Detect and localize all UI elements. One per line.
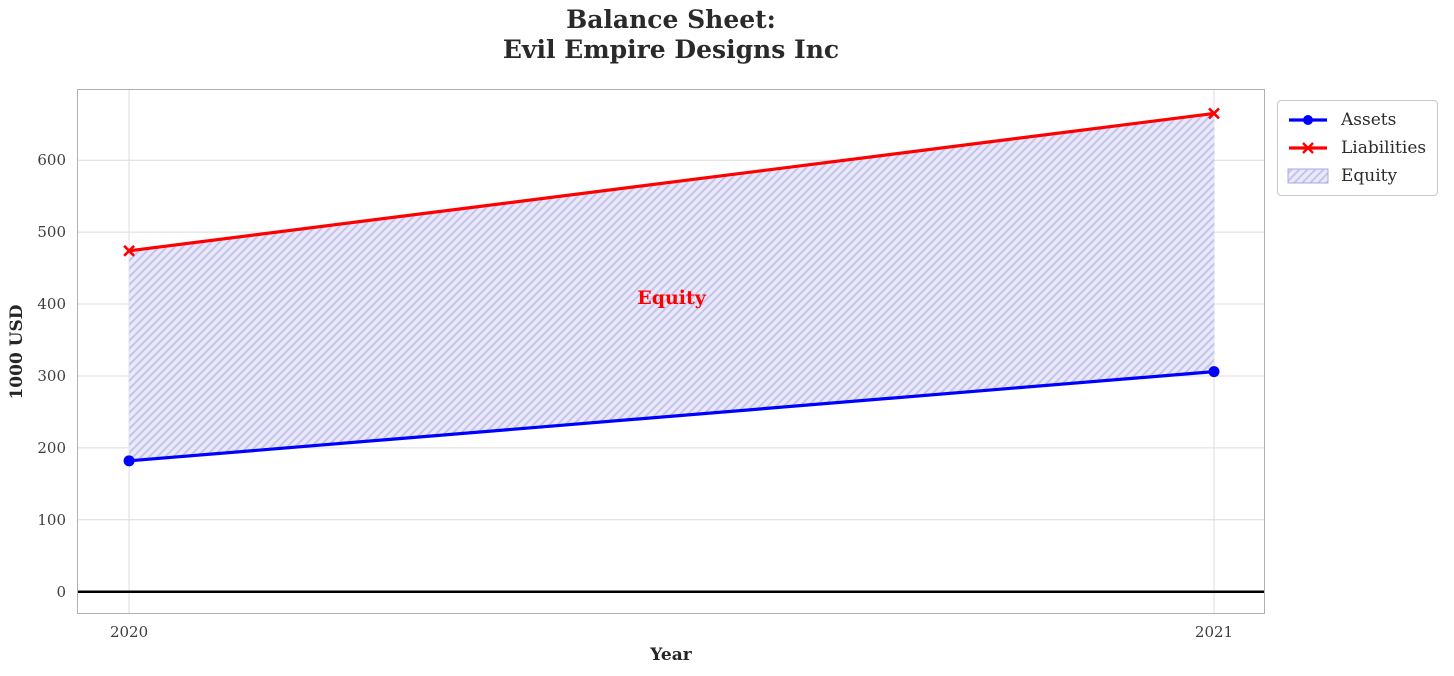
- liabilities-marker: [1208, 107, 1220, 120]
- legend-sample-assets-line-icon: [1289, 115, 1327, 125]
- x-axis-label: Year: [650, 645, 692, 665]
- y-tick-label: 300: [37, 366, 66, 385]
- plot-frame: [77, 89, 1265, 614]
- legend: Assets Liabilities Equity: [1277, 100, 1439, 196]
- liabilities-marker: [123, 244, 135, 257]
- assets-line: [128, 370, 1215, 463]
- plot-svg: [77, 89, 1265, 614]
- legend-item-assets: Assets: [1287, 108, 1426, 132]
- x-tick-label: 2020: [109, 623, 149, 641]
- x-tick-label: 2021: [1194, 623, 1234, 641]
- legend-sample-liabilities-line-icon: [1289, 142, 1327, 154]
- y-tick-label: 400: [37, 295, 66, 314]
- assets-marker: [1208, 366, 1220, 378]
- y-tick-label: 0: [56, 582, 66, 601]
- chart-title-line-1: Balance Sheet:: [566, 5, 776, 34]
- liabilities-line: [128, 111, 1215, 253]
- chart-title: Balance Sheet: Evil Empire Designs Inc: [77, 5, 1265, 65]
- legend-label: Equity: [1341, 166, 1398, 186]
- equity-annotation: Equity: [637, 287, 706, 310]
- legend-item-equity: Equity: [1287, 164, 1426, 188]
- legend-label: Liabilities: [1341, 138, 1427, 158]
- legend-sample-equity-patch-icon: [1287, 168, 1329, 184]
- assets-marker: [123, 455, 135, 467]
- y-tick-label: 500: [37, 223, 66, 242]
- legend-label: Assets: [1341, 110, 1397, 130]
- y-tick-label: 600: [37, 151, 66, 170]
- y-tick-label: 100: [37, 510, 66, 529]
- y-tick-label: 200: [37, 438, 66, 457]
- plot-area: [77, 89, 1265, 614]
- legend-item-liabilities: Liabilities: [1287, 136, 1426, 160]
- equity-fill: [129, 113, 1215, 461]
- chart-title-line-2: Evil Empire Designs Inc: [502, 35, 840, 64]
